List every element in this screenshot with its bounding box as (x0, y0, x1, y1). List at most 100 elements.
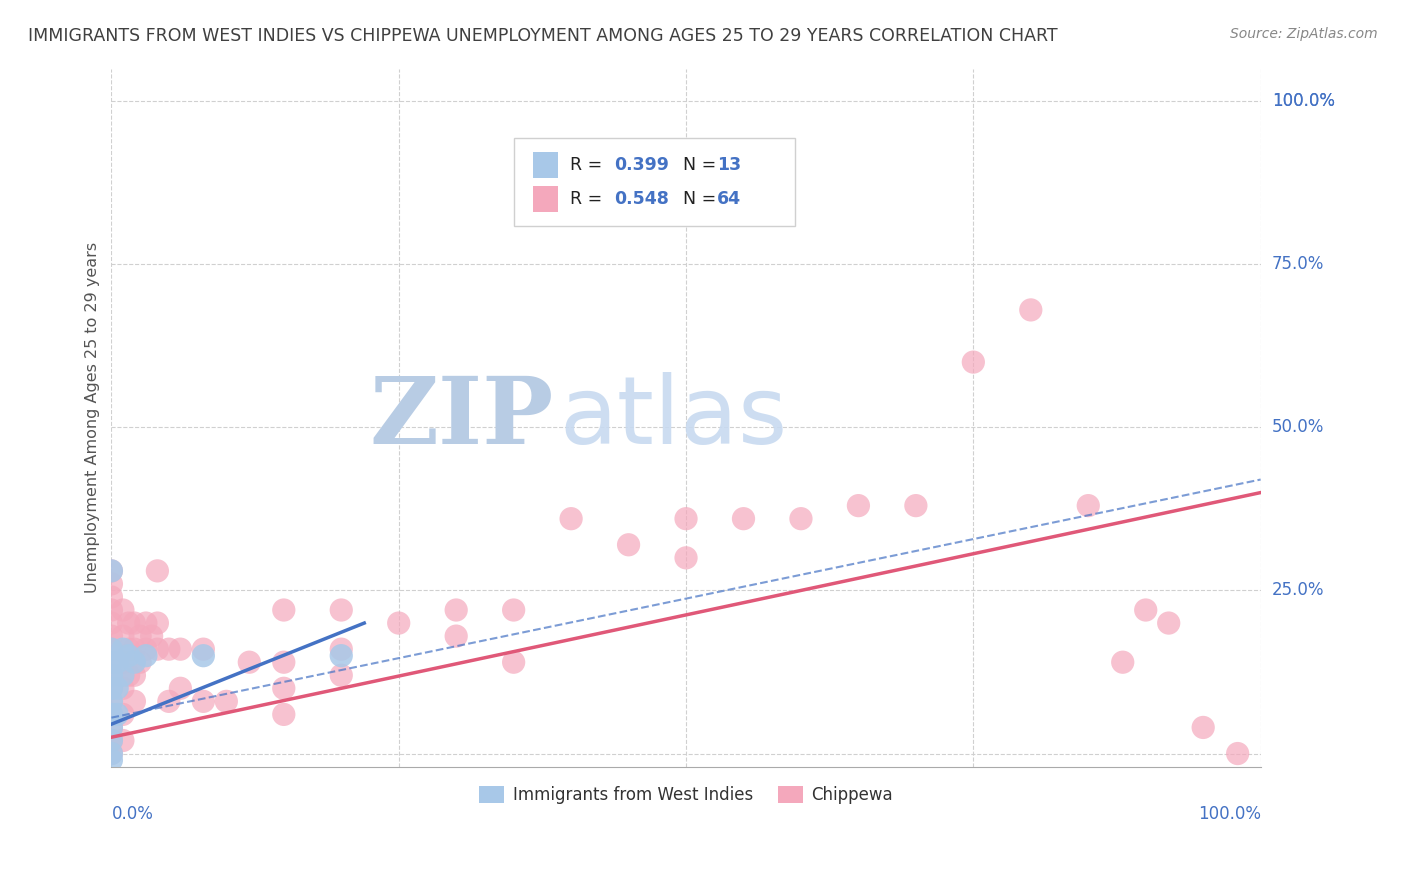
Point (118, 616, 141, 631)
Point (100, 655, 122, 669)
Point (118, 648, 141, 663)
Point (100, 721, 122, 735)
Point (100, 681, 122, 696)
Point (100, 577, 122, 591)
Point (105, 681, 128, 696)
Point (157, 642, 180, 657)
Point (100, 747, 122, 761)
Text: 100.0%: 100.0% (1272, 92, 1334, 110)
Point (502, 603, 524, 617)
Point (100, 707, 122, 722)
FancyBboxPatch shape (513, 138, 796, 226)
Point (111, 603, 134, 617)
Point (100, 629, 122, 643)
Point (100, 681, 122, 696)
Point (141, 629, 163, 643)
Point (1226, 747, 1249, 761)
Point (100, 707, 122, 722)
Point (733, 511, 755, 525)
Point (330, 642, 353, 657)
Text: N =: N = (672, 190, 723, 208)
Point (444, 603, 467, 617)
Text: Source: ZipAtlas.com: Source: ZipAtlas.com (1230, 27, 1378, 41)
Point (146, 616, 169, 631)
Point (111, 642, 134, 657)
Point (238, 655, 260, 669)
Text: atlas: atlas (560, 372, 787, 464)
Point (1135, 603, 1157, 617)
Point (135, 616, 157, 631)
Point (100, 747, 122, 761)
Point (169, 681, 191, 696)
FancyBboxPatch shape (533, 186, 558, 212)
Text: 25.0%: 25.0% (1272, 582, 1324, 599)
Point (100, 733, 122, 747)
Point (111, 733, 134, 747)
Point (273, 681, 295, 696)
Text: R =: R = (569, 190, 607, 208)
Point (330, 648, 353, 663)
Point (1077, 499, 1099, 513)
Point (111, 707, 134, 722)
Point (111, 681, 134, 696)
Point (100, 564, 122, 578)
Point (146, 564, 169, 578)
Point (135, 642, 157, 657)
Point (129, 655, 152, 669)
Point (617, 538, 640, 552)
Point (111, 655, 134, 669)
Point (193, 648, 215, 663)
Point (100, 694, 122, 708)
Text: 100.0%: 100.0% (1198, 805, 1261, 823)
Point (169, 642, 191, 657)
Text: 0.0%: 0.0% (111, 805, 153, 823)
Point (146, 642, 169, 657)
Point (675, 550, 697, 565)
Point (124, 694, 146, 708)
Point (1157, 616, 1180, 631)
Point (118, 668, 141, 682)
Point (105, 655, 128, 669)
Text: 50.0%: 50.0% (1272, 418, 1324, 436)
Point (848, 499, 870, 513)
Point (100, 733, 122, 747)
Point (100, 616, 122, 631)
Point (100, 642, 122, 657)
FancyBboxPatch shape (533, 152, 558, 178)
Point (157, 694, 180, 708)
Point (790, 511, 813, 525)
Point (100, 590, 122, 604)
Point (129, 629, 152, 643)
Text: 13: 13 (717, 156, 741, 174)
Point (273, 707, 295, 722)
Point (135, 648, 157, 663)
Point (502, 655, 524, 669)
Point (273, 603, 295, 617)
Point (193, 694, 215, 708)
Text: R =: R = (569, 156, 607, 174)
Point (100, 564, 122, 578)
Point (100, 603, 122, 617)
Point (124, 616, 146, 631)
Y-axis label: Unemployment Among Ages 25 to 29 years: Unemployment Among Ages 25 to 29 years (86, 242, 100, 593)
Point (330, 603, 353, 617)
Point (100, 642, 122, 657)
Text: 75.0%: 75.0% (1272, 255, 1324, 273)
Text: IMMIGRANTS FROM WEST INDIES VS CHIPPEWA UNEMPLOYMENT AMONG AGES 25 TO 29 YEARS C: IMMIGRANTS FROM WEST INDIES VS CHIPPEWA … (28, 27, 1057, 45)
Point (444, 629, 467, 643)
Point (962, 355, 984, 369)
Point (1019, 302, 1042, 317)
Text: 100.0%: 100.0% (1272, 92, 1334, 110)
Point (100, 721, 122, 735)
Point (100, 694, 122, 708)
Text: ZIP: ZIP (370, 373, 554, 463)
Point (1192, 721, 1215, 735)
Point (111, 629, 134, 643)
Point (100, 668, 122, 682)
Point (124, 655, 146, 669)
Point (124, 668, 146, 682)
Point (100, 668, 122, 682)
Text: 0.399: 0.399 (613, 156, 668, 174)
Point (105, 707, 128, 722)
Legend: Immigrants from West Indies, Chippewa: Immigrants from West Indies, Chippewa (472, 779, 900, 811)
